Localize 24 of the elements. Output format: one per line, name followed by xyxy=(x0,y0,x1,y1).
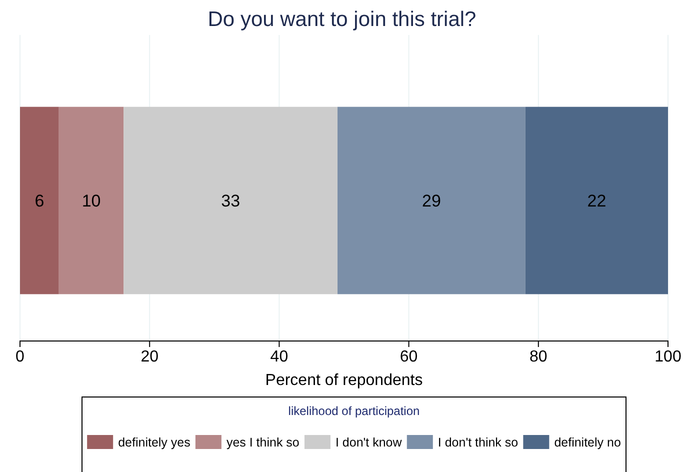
x-tick-label: 60 xyxy=(400,348,418,366)
bar xyxy=(58,106,124,294)
x-tick-label: 100 xyxy=(654,348,682,366)
legend-label: I don't think so xyxy=(438,436,518,450)
bar xyxy=(338,106,526,294)
legend-label: definitely yes xyxy=(118,436,190,450)
legend-label: yes I think so xyxy=(226,436,300,450)
x-tick-label: 0 xyxy=(16,348,25,366)
x-tick-label: 40 xyxy=(270,348,288,366)
legend-title: likelihood of participation xyxy=(288,404,420,418)
bar xyxy=(525,106,668,294)
data-label: 10 xyxy=(82,191,101,210)
x-tick-label: 20 xyxy=(140,348,159,366)
bar xyxy=(124,106,338,294)
legend-label: definitely no xyxy=(554,436,621,450)
data-label: 33 xyxy=(221,191,240,210)
x-tick-label: 80 xyxy=(530,348,548,366)
data-label: 29 xyxy=(422,191,441,210)
data-label: 6 xyxy=(34,191,44,210)
bar xyxy=(20,106,59,294)
legend-label: I don't know xyxy=(335,436,403,450)
chart-title: Do you want to join this trial? xyxy=(208,8,476,31)
x-axis-title: Percent of repondents xyxy=(265,372,423,389)
data-label: 22 xyxy=(587,191,606,210)
